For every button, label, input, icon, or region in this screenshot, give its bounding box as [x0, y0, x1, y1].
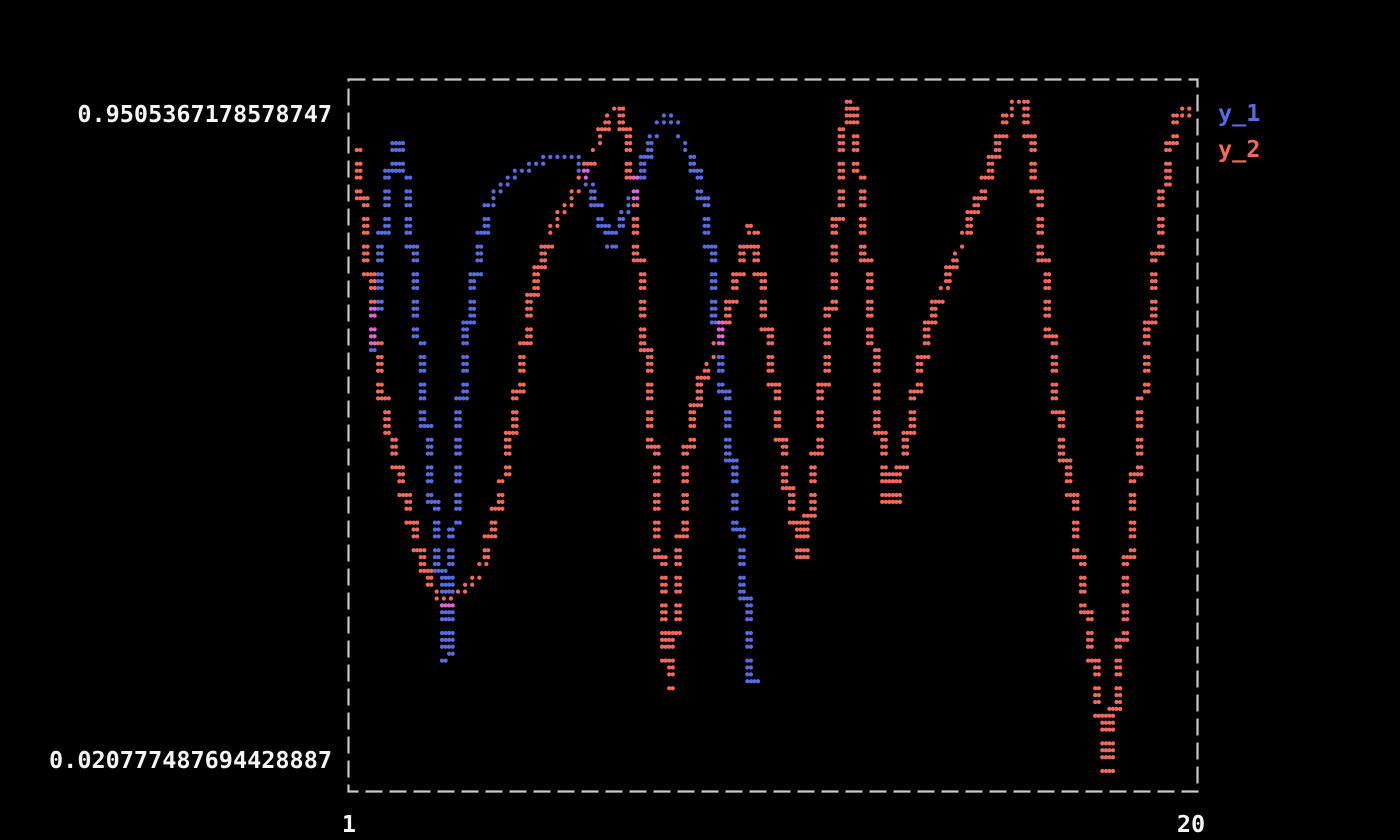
legend-item-y2: y_2 — [1218, 135, 1260, 163]
series-y1-dots — [368, 113, 761, 684]
plot-border — [347, 78, 1199, 793]
series-y2-dots — [354, 99, 1192, 774]
legend-label-y1: y_1 — [1218, 99, 1261, 127]
x-axis-max-label: 20 — [1176, 810, 1206, 838]
legend-item-y1: y_1 — [1218, 99, 1260, 127]
x-axis-min-label: 1 — [341, 810, 357, 838]
y-axis-min-label: 0.020777487694428887 — [49, 746, 332, 774]
y-axis-max-label: 0.9505367178578747 — [77, 100, 332, 128]
legend-label-y2: y_2 — [1218, 135, 1261, 163]
series-overlap-dots — [368, 168, 725, 608]
